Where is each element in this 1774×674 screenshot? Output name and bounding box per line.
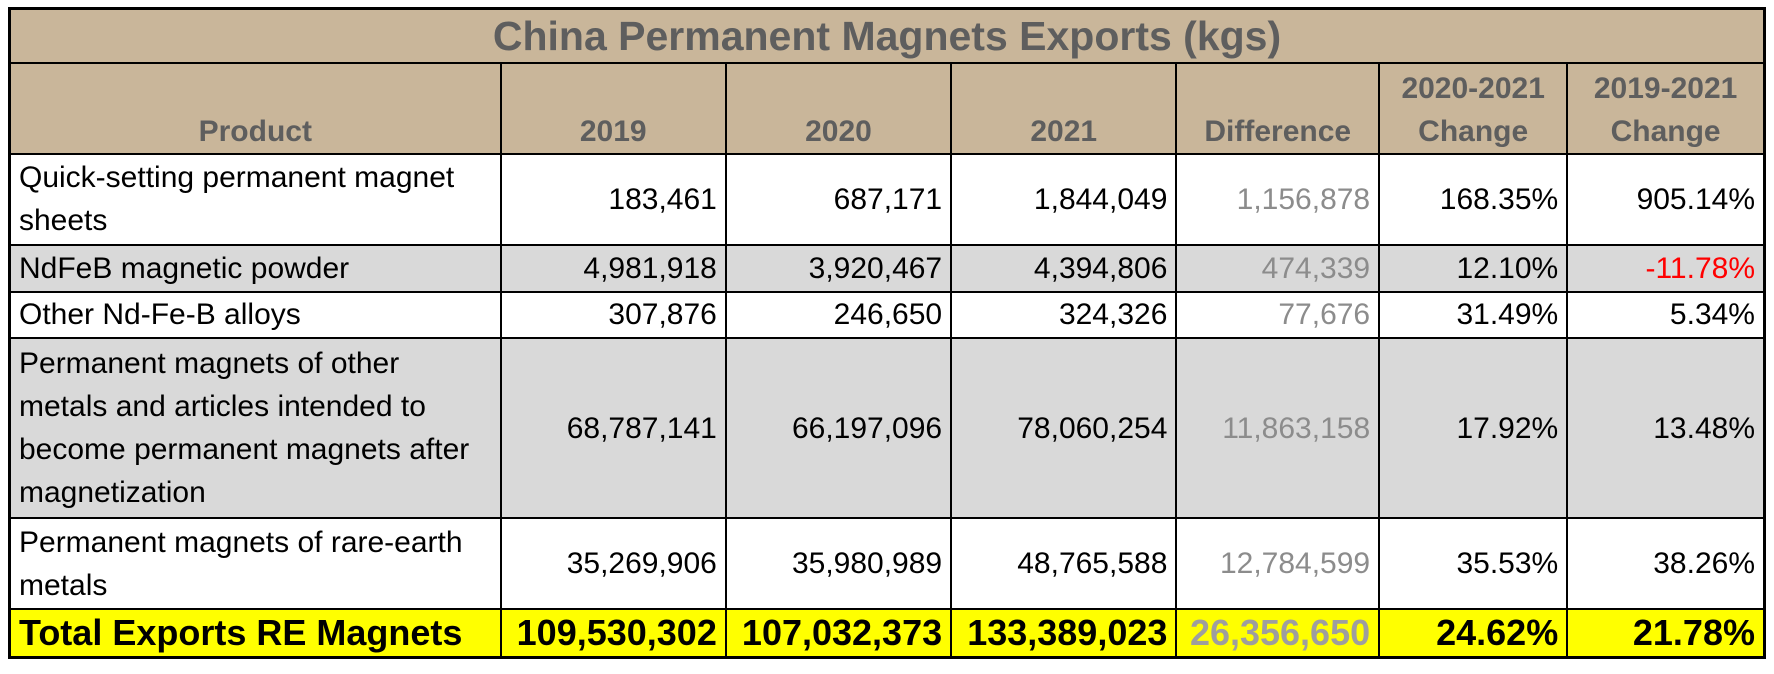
total-2021: 133,389,023 [950,608,1178,659]
value-change-2020-2021: 168.35% [1378,152,1569,246]
value-difference: 1,156,878 [1175,152,1381,246]
value-change-2019-2021: -11.78% [1566,243,1766,293]
header-change-2019-2021-line2: Change [1610,114,1721,148]
total-row: Total Exports RE Magnets 109,530,302 107… [8,608,1766,659]
value-change-2020-2021: 12.10% [1378,243,1569,293]
value-2019: 35,269,906 [499,517,727,611]
header-change-2019-2021-line1: 2019-2021 [1593,71,1738,105]
header-product: Product [8,61,502,155]
value-difference: 77,676 [1175,290,1381,340]
header-change-2020-2021: 2020-2021 Change [1378,61,1569,155]
title-row: China Permanent Magnets Exports (kgs) [8,7,1766,64]
header-change-2020-2021-line2: Change [1418,114,1529,148]
table-row: NdFeB magnetic powder 4,981,918 3,920,46… [8,243,1766,293]
total-change-2019-2021: 21.78% [1566,608,1766,659]
value-change-2019-2021: 38.26% [1566,517,1766,611]
value-2020: 687,171 [724,152,953,246]
value-2020: 3,920,467 [724,243,953,293]
value-2020: 35,980,989 [724,517,953,611]
total-difference: 26,356,650 [1175,608,1381,659]
header-2019: 2019 [499,61,727,155]
value-2021: 324,326 [950,290,1178,340]
value-difference: 474,339 [1175,243,1381,293]
value-change-2020-2021: 17.92% [1378,337,1569,520]
value-2020: 246,650 [724,290,953,340]
value-2020: 66,197,096 [724,337,953,520]
table-row: Quick-setting permanent magnet sheets 18… [8,152,1766,246]
header-row: Product 2019 2020 2021 Difference 2020-2… [8,61,1766,155]
value-2021: 48,765,588 [950,517,1178,611]
total-2020: 107,032,373 [724,608,953,659]
value-2019: 307,876 [499,290,727,340]
header-2021: 2021 [950,61,1178,155]
value-2021: 4,394,806 [950,243,1178,293]
value-change-2020-2021: 35.53% [1378,517,1569,611]
total-label: Total Exports RE Magnets [8,608,502,659]
value-2021: 1,844,049 [950,152,1178,246]
value-change-2020-2021: 31.49% [1378,290,1569,340]
product-cell: Permanent magnets of other metals and ar… [8,337,502,520]
header-change-2020-2021-line1: 2020-2021 [1401,71,1545,105]
table-title: China Permanent Magnets Exports (kgs) [8,7,1766,64]
total-change-2020-2021: 24.62% [1378,608,1569,659]
value-change-2019-2021: 13.48% [1566,337,1766,520]
value-difference: 12,784,599 [1175,517,1381,611]
value-2019: 68,787,141 [499,337,727,520]
table-row: Permanent magnets of other metals and ar… [8,337,1766,520]
header-2020: 2020 [724,61,953,155]
table-row: Other Nd-Fe-B alloys 307,876 246,650 324… [8,290,1766,340]
product-cell: Permanent magnets of rare-earth metals [8,517,502,611]
value-change-2019-2021: 905.14% [1566,152,1766,246]
header-difference: Difference [1175,61,1381,155]
exports-table: China Permanent Magnets Exports (kgs) Pr… [8,7,1766,659]
product-cell: NdFeB magnetic powder [8,243,502,293]
total-2019: 109,530,302 [499,608,727,659]
value-2019: 183,461 [499,152,727,246]
header-change-2019-2021: 2019-2021 Change [1566,61,1766,155]
table-row: Permanent magnets of rare-earth metals 3… [8,517,1766,611]
product-cell: Quick-setting permanent magnet sheets [8,152,502,246]
value-change-2019-2021: 5.34% [1566,290,1766,340]
value-2021: 78,060,254 [950,337,1178,520]
value-2019: 4,981,918 [499,243,727,293]
product-cell: Other Nd-Fe-B alloys [8,290,502,340]
value-difference: 11,863,158 [1175,337,1381,520]
